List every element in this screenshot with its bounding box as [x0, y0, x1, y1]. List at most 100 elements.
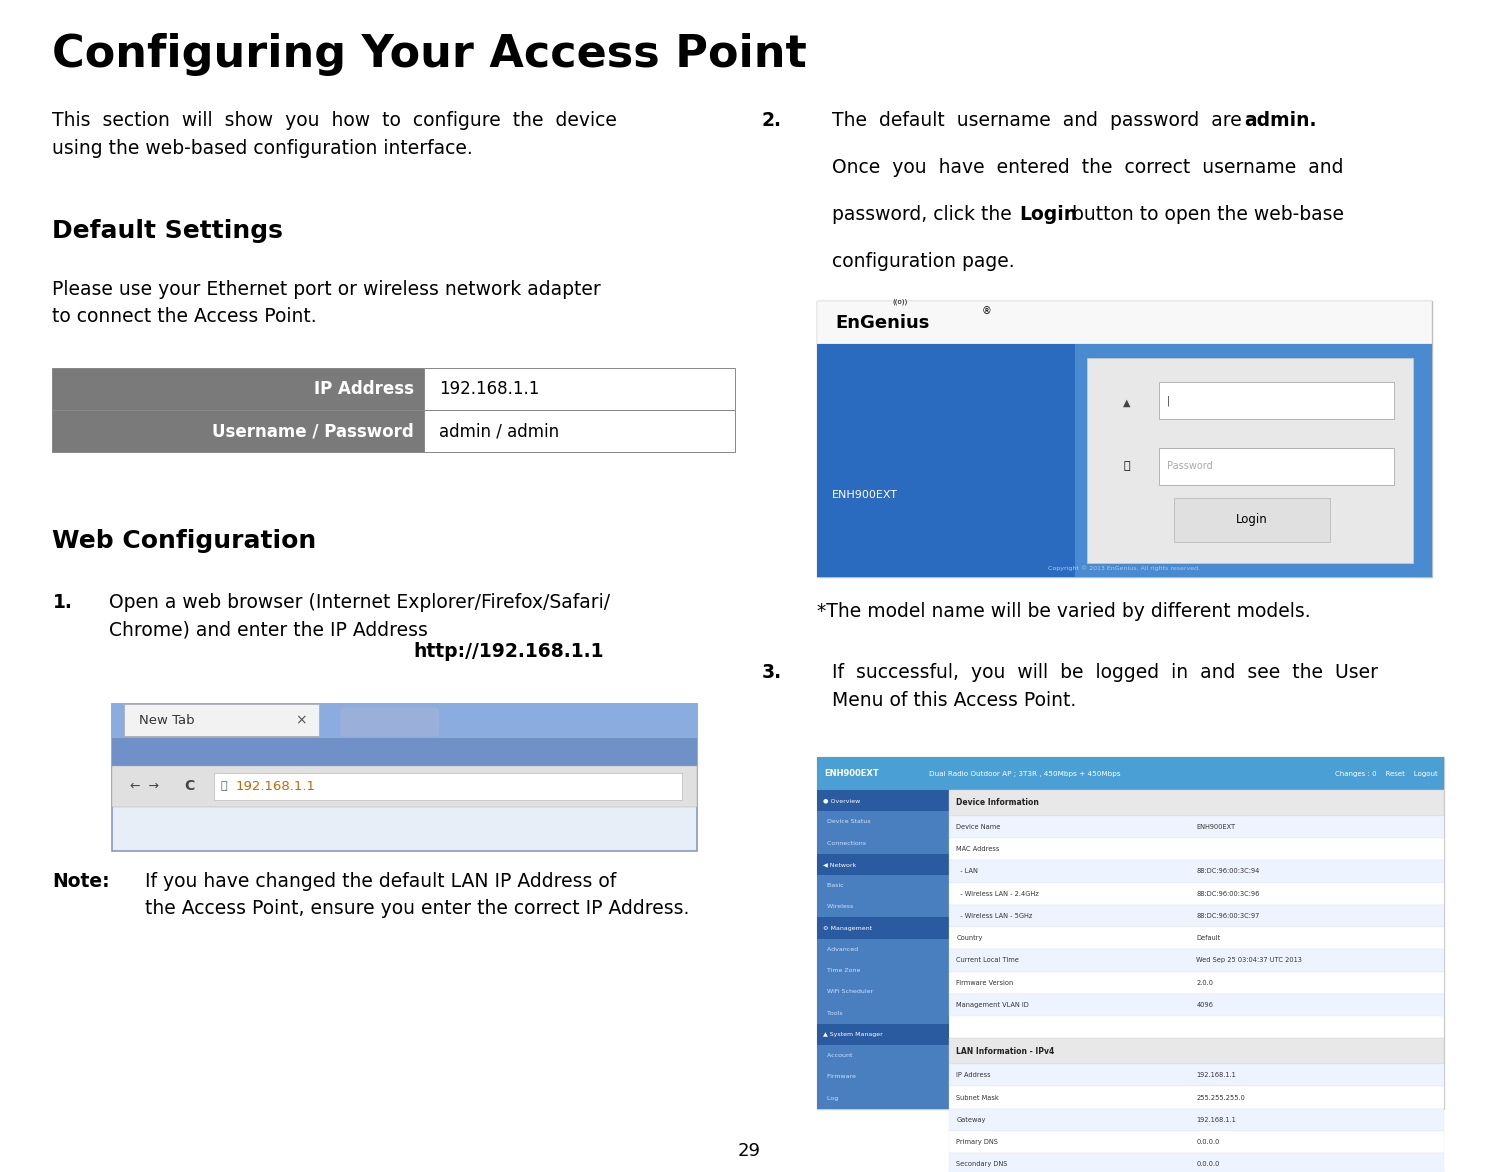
Text: ▲ System Manager: ▲ System Manager	[823, 1031, 883, 1037]
FancyBboxPatch shape	[949, 838, 1444, 860]
Text: 29: 29	[738, 1142, 761, 1160]
Text: ⚙ Management: ⚙ Management	[823, 926, 872, 931]
Text: 192.168.1.1: 192.168.1.1	[1196, 1072, 1237, 1078]
FancyBboxPatch shape	[949, 905, 1444, 927]
Text: Secondary DNS: Secondary DNS	[956, 1161, 1007, 1167]
Text: 1.: 1.	[52, 593, 72, 612]
FancyBboxPatch shape	[52, 368, 424, 410]
Text: Changes : 0    Reset    Logout: Changes : 0 Reset Logout	[1334, 770, 1438, 777]
Text: Please use your Ethernet port or wireless network adapter
to connect the Access : Please use your Ethernet port or wireles…	[52, 280, 601, 326]
Text: 3.: 3.	[761, 663, 781, 682]
Text: Tools: Tools	[823, 1010, 842, 1016]
Text: MAC Address: MAC Address	[956, 846, 1000, 852]
FancyBboxPatch shape	[949, 1109, 1444, 1131]
FancyBboxPatch shape	[112, 704, 697, 766]
Text: ENH900EXT: ENH900EXT	[1196, 824, 1235, 830]
FancyBboxPatch shape	[340, 707, 439, 737]
Text: ®: ®	[982, 306, 992, 315]
Text: 🗋: 🗋	[220, 782, 226, 791]
FancyBboxPatch shape	[949, 994, 1444, 1016]
Text: Firmware Version: Firmware Version	[956, 980, 1013, 986]
FancyBboxPatch shape	[52, 410, 424, 452]
Text: Copyright © 2013 EnGenius. All rights reserved.: Copyright © 2013 EnGenius. All rights re…	[1048, 565, 1201, 571]
Text: 4096: 4096	[1196, 1002, 1213, 1008]
FancyBboxPatch shape	[817, 790, 949, 811]
Text: Login: Login	[1237, 513, 1268, 526]
Text: If you have changed the default LAN IP Address of
the Access Point, ensure you e: If you have changed the default LAN IP A…	[145, 872, 690, 918]
Text: Dual Radio Outdoor AP ; 3T3R , 450Mbps + 450Mbps: Dual Radio Outdoor AP ; 3T3R , 450Mbps +…	[929, 770, 1121, 777]
Text: 192.168.1.1: 192.168.1.1	[439, 380, 540, 398]
Text: admin.: admin.	[1244, 111, 1316, 130]
Text: The  default  username  and  password  are: The default username and password are	[832, 111, 1253, 130]
Text: configuration page.: configuration page.	[832, 252, 1015, 271]
Text: *The model name will be varied by different models.: *The model name will be varied by differ…	[817, 602, 1310, 621]
Text: Wed Sep 25 03:04:37 UTC 2013: Wed Sep 25 03:04:37 UTC 2013	[1196, 958, 1303, 963]
FancyBboxPatch shape	[949, 949, 1444, 972]
Text: Firmware: Firmware	[823, 1075, 856, 1079]
Text: ▲: ▲	[1123, 398, 1130, 408]
FancyBboxPatch shape	[949, 1131, 1444, 1153]
Text: EnGenius: EnGenius	[835, 314, 929, 332]
Text: 255.255.255.0: 255.255.255.0	[1196, 1095, 1246, 1101]
FancyBboxPatch shape	[1087, 357, 1414, 563]
Text: Username / Password: Username / Password	[211, 422, 414, 441]
Text: This  section  will  show  you  how  to  configure  the  device
using the web-ba: This section will show you how to config…	[52, 111, 618, 157]
Text: 0.0.0.0: 0.0.0.0	[1196, 1161, 1220, 1167]
Text: ((o)): ((o))	[892, 298, 907, 305]
Text: ×: ×	[295, 714, 307, 728]
Text: ● Overview: ● Overview	[823, 798, 860, 803]
Text: WiFi Scheduler: WiFi Scheduler	[823, 989, 872, 994]
Text: 🔒: 🔒	[1123, 462, 1130, 471]
FancyBboxPatch shape	[949, 1153, 1444, 1172]
Text: Connections: Connections	[823, 840, 866, 845]
FancyBboxPatch shape	[424, 410, 735, 452]
FancyBboxPatch shape	[949, 927, 1444, 949]
Text: C: C	[184, 779, 195, 793]
Text: 0.0.0.0: 0.0.0.0	[1196, 1139, 1220, 1145]
FancyBboxPatch shape	[817, 301, 1432, 577]
Text: Account: Account	[823, 1054, 853, 1058]
Text: Open a web browser (Internet Explorer/Firefox/Safari/
Chrome) and enter the IP A: Open a web browser (Internet Explorer/Fi…	[109, 593, 610, 639]
Text: Device Status: Device Status	[823, 819, 871, 824]
FancyBboxPatch shape	[949, 816, 1444, 838]
FancyBboxPatch shape	[424, 368, 735, 410]
Text: Login: Login	[1019, 205, 1078, 224]
Text: If  successful,  you  will  be  logged  in  and  see  the  User
Menu of this Acc: If successful, you will be logged in and…	[832, 663, 1378, 709]
Text: ◀ Network: ◀ Network	[823, 861, 856, 867]
Text: password, click the: password, click the	[832, 205, 1018, 224]
Text: button to open the web-base: button to open the web-base	[1066, 205, 1345, 224]
FancyBboxPatch shape	[817, 918, 949, 939]
FancyBboxPatch shape	[949, 1086, 1444, 1109]
Text: Advanced: Advanced	[823, 947, 857, 952]
Text: - Wireless LAN - 2.4GHz: - Wireless LAN - 2.4GHz	[956, 891, 1039, 897]
Text: Device Information: Device Information	[956, 798, 1039, 808]
FancyBboxPatch shape	[1174, 498, 1330, 541]
Text: Current Local Time: Current Local Time	[956, 958, 1019, 963]
FancyBboxPatch shape	[124, 704, 319, 736]
Text: ENH900EXT: ENH900EXT	[824, 769, 880, 778]
Text: Configuring Your Access Point: Configuring Your Access Point	[52, 33, 808, 76]
Text: LAN Information - IPv4: LAN Information - IPv4	[956, 1047, 1055, 1056]
Text: New Tab: New Tab	[139, 714, 195, 727]
Text: Subnet Mask: Subnet Mask	[956, 1095, 1000, 1101]
Text: 192.168.1.1: 192.168.1.1	[235, 779, 315, 793]
Text: IP Address: IP Address	[956, 1072, 991, 1078]
Text: 2.0.0: 2.0.0	[1196, 980, 1213, 986]
FancyBboxPatch shape	[817, 757, 1444, 1109]
Text: Gateway: Gateway	[956, 1117, 986, 1123]
Text: - Wireless LAN - 5GHz: - Wireless LAN - 5GHz	[956, 913, 1033, 919]
FancyBboxPatch shape	[112, 704, 697, 738]
Text: Device Name: Device Name	[956, 824, 1001, 830]
FancyBboxPatch shape	[949, 860, 1444, 883]
Text: Wireless: Wireless	[823, 905, 853, 909]
Text: 88:DC:96:00:3C:97: 88:DC:96:00:3C:97	[1196, 913, 1259, 919]
FancyBboxPatch shape	[949, 972, 1444, 994]
Text: Note:: Note:	[52, 872, 109, 891]
FancyBboxPatch shape	[1159, 448, 1394, 485]
Text: - LAN: - LAN	[956, 868, 979, 874]
FancyBboxPatch shape	[949, 883, 1444, 905]
FancyBboxPatch shape	[214, 774, 682, 799]
Text: Once  you  have  entered  the  correct  username  and: Once you have entered the correct userna…	[832, 158, 1343, 177]
FancyBboxPatch shape	[1159, 382, 1394, 420]
Text: Web Configuration: Web Configuration	[52, 529, 316, 552]
